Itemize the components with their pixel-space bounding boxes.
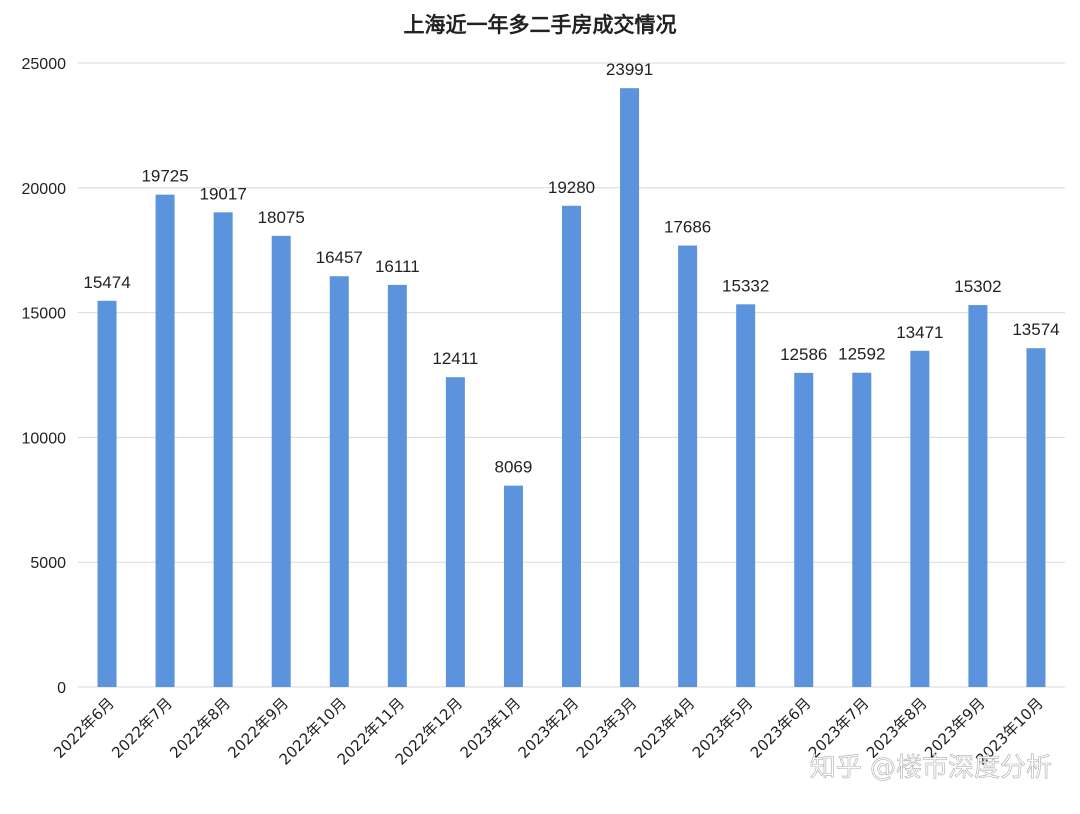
bar — [445, 377, 465, 687]
y-tick-label: 25000 — [22, 56, 67, 73]
x-tick-label: 2023年5月 — [689, 694, 757, 762]
data-label: 19017 — [200, 184, 247, 203]
y-tick-label: 0 — [57, 680, 66, 697]
data-label: 17686 — [664, 218, 711, 237]
data-label: 12411 — [432, 349, 478, 368]
data-label: 16457 — [316, 248, 363, 267]
data-label: 12592 — [838, 345, 885, 364]
x-tick-label: 2023年4月 — [631, 694, 699, 762]
data-label: 8069 — [495, 458, 533, 477]
data-label: 13574 — [1012, 320, 1059, 339]
bar — [155, 194, 175, 687]
bar — [503, 485, 523, 687]
bar — [213, 212, 233, 687]
data-label: 16111 — [375, 257, 420, 276]
bar — [968, 305, 988, 687]
data-label: 15302 — [954, 277, 1001, 296]
y-tick-label: 10000 — [22, 430, 67, 447]
data-label: 23991 — [606, 60, 653, 79]
x-tick-label: 2023年8月 — [863, 694, 931, 762]
data-label: 15332 — [722, 276, 769, 295]
y-tick-label: 20000 — [22, 181, 67, 198]
bar — [852, 372, 872, 687]
data-label: 13471 — [896, 323, 943, 342]
bar — [329, 276, 349, 687]
y-axis: 0 5000 10000 15000 20000 25000 — [22, 56, 67, 697]
bar — [562, 205, 581, 688]
x-tick-label: 2022年7月 — [108, 694, 176, 762]
x-tick-label: 2023年3月 — [573, 694, 641, 762]
bar — [387, 284, 407, 687]
x-tick-label: 2022年6月 — [50, 694, 118, 762]
bar — [620, 88, 640, 688]
data-label: 18075 — [258, 208, 305, 227]
bars — [97, 88, 1046, 688]
bar — [1026, 348, 1046, 687]
bar — [678, 245, 698, 687]
x-tick-label: 2023年2月 — [515, 694, 583, 762]
y-tick-label: 15000 — [22, 306, 67, 323]
data-labels: 15474 19725 19017 18075 16457 16111 12411 8069 1… — [83, 60, 1059, 476]
chart-title: 上海近一年多二手房成交情况 — [404, 13, 677, 37]
bar — [910, 350, 930, 687]
bar — [97, 300, 117, 687]
data-label: 19725 — [141, 167, 188, 186]
data-label: 19280 — [548, 178, 595, 197]
y-tick-label: 5000 — [30, 555, 66, 572]
x-tick-label: 2022年8月 — [166, 694, 234, 762]
bar — [736, 304, 756, 687]
watermark: 知乎 @楼市深度分析 — [810, 753, 1052, 783]
x-tick-label: 2023年1月 — [457, 694, 525, 762]
bar — [271, 235, 291, 687]
bar — [794, 372, 814, 687]
data-label: 15474 — [83, 273, 130, 292]
data-label: 12586 — [780, 345, 827, 364]
x-tick-label: 2023年6月 — [747, 694, 815, 762]
x-tick-label: 2023年7月 — [805, 694, 873, 762]
